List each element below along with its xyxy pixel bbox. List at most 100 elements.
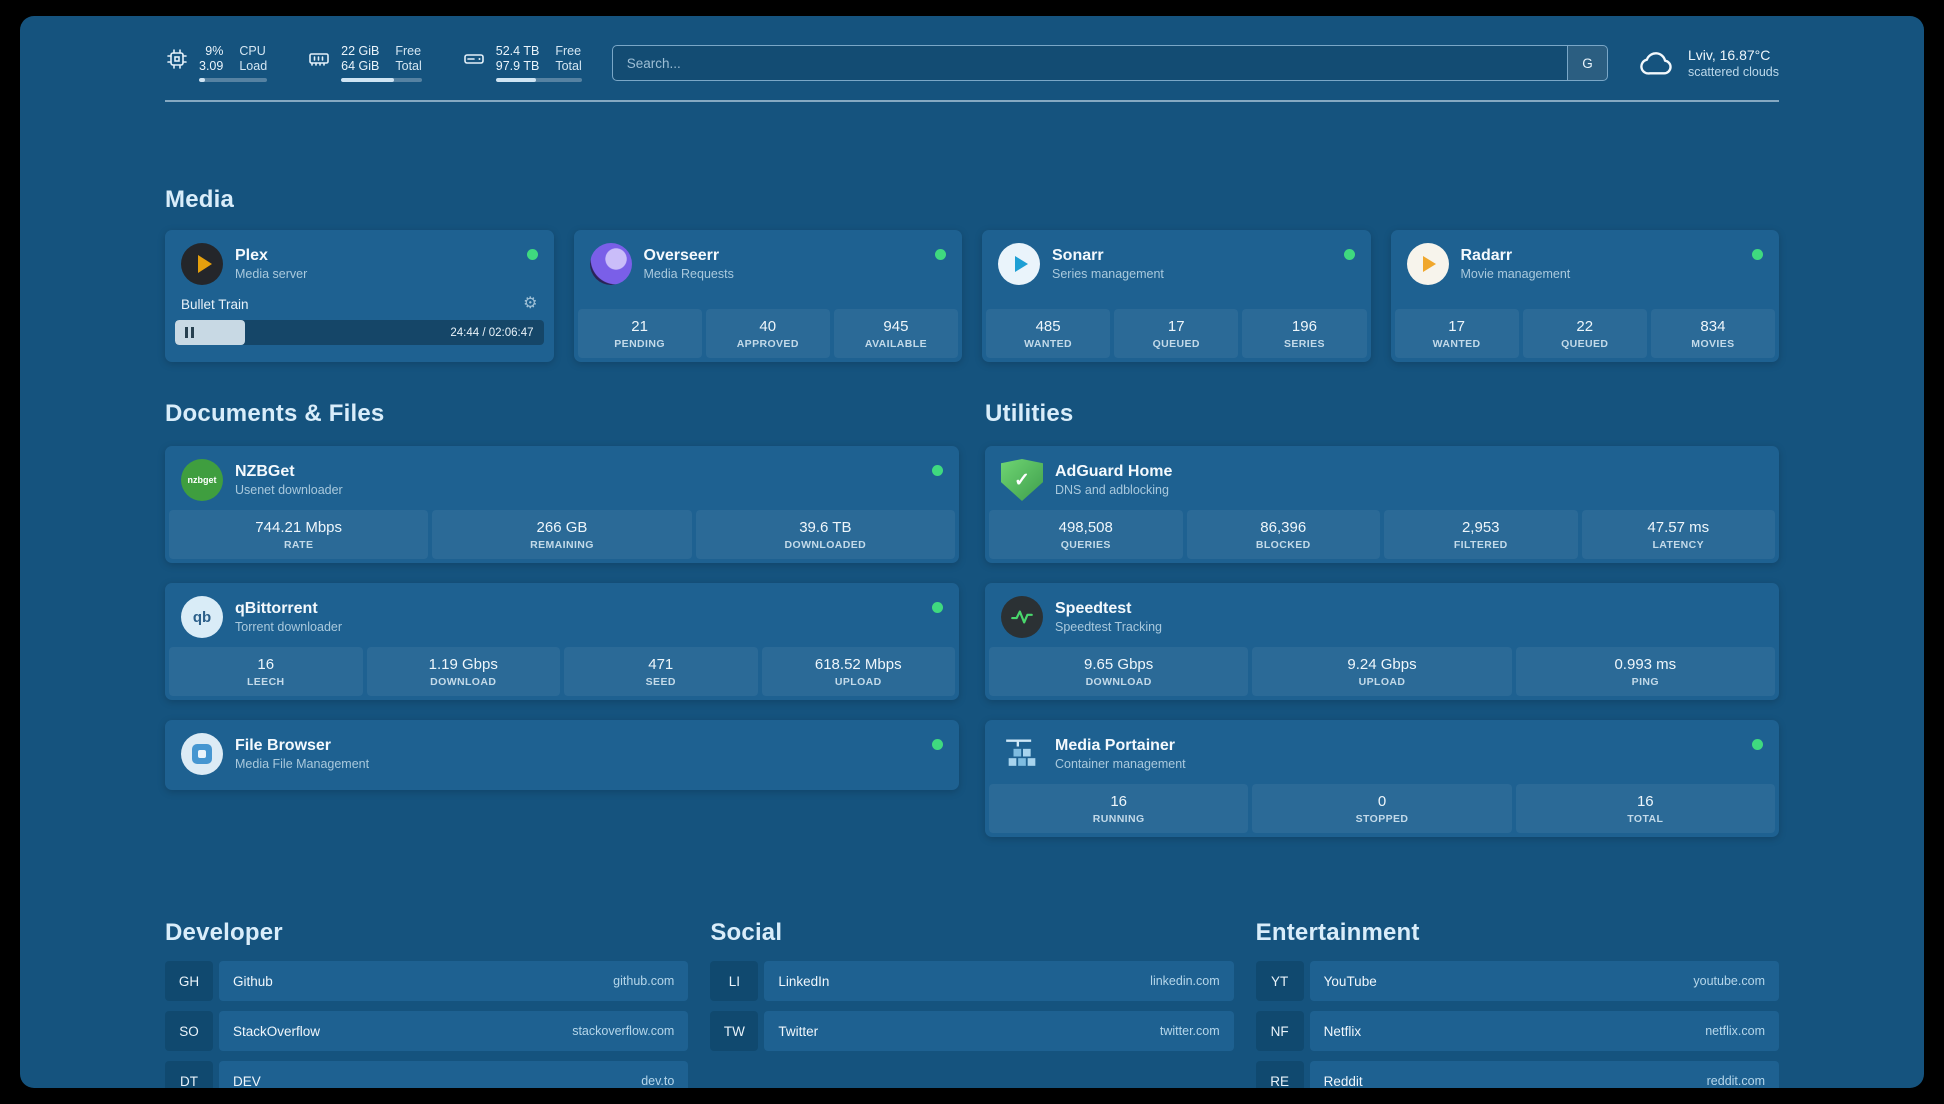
weather-location: Lviv, 16.87°C — [1687, 47, 1771, 63]
nzbget-name[interactable]: NZBGet — [235, 463, 295, 480]
filebrowser-subtitle: Media File Management — [235, 757, 370, 771]
sonarr-subtitle: Series management — [1052, 267, 1164, 281]
radarr-stat-queued: 22 QUEUED — [1522, 309, 1647, 358]
speedtest-stat-ping: 0.993 ms PING — [1515, 647, 1775, 696]
sonarr-stat-queued: 17 QUEUED — [1114, 309, 1239, 358]
adguard-card: ✓ AdGuard Home DNS and adblocking 498,50… — [985, 446, 1779, 563]
bookmarks-entertainment: Entertainment YT YouTube youtube.com NF … — [1255, 919, 1779, 1089]
bookmark-stackoverflow[interactable]: SO StackOverflow stackoverflow.com — [165, 1011, 689, 1051]
sonarr-icon — [998, 243, 1040, 285]
memory-total-value: 64 GiB — [341, 59, 380, 73]
plex-icon — [181, 243, 223, 285]
dev-abbr: DT — [165, 1061, 213, 1088]
speedtest-name[interactable]: Speedtest — [1055, 600, 1132, 617]
adguard-stat-latency: 47.57 ms LATENCY — [1581, 510, 1775, 559]
disk-total-label: Total — [555, 59, 582, 73]
overseerr-stat-approved: 40 APPROVED — [705, 309, 830, 358]
nzbget-icon: nzbget — [181, 459, 223, 501]
twitter-name: Twitter — [778, 1023, 819, 1039]
bookmarks-social: Social LI LinkedIn linkedin.com TW Twitt… — [710, 919, 1234, 1088]
memory-free-label: Free — [395, 44, 422, 58]
qbittorrent-name[interactable]: qBittorrent — [235, 600, 318, 617]
radarr-stat-wanted: 17 WANTED — [1394, 309, 1519, 358]
linkedin-url: linkedin.com — [1150, 974, 1220, 988]
sonarr-name[interactable]: Sonarr — [1052, 247, 1104, 264]
speedtest-stat-download: 9.65 Gbps DOWNLOAD — [989, 647, 1249, 696]
media-section-title: Media — [165, 186, 235, 213]
overseerr-stat-available: 945 AVAILABLE — [833, 309, 959, 358]
qbittorrent-card: qb qBittorrent Torrent downloader 16 LEE… — [165, 583, 959, 700]
qbittorrent-stat-seed: 471 SEED — [564, 647, 758, 696]
github-url: github.com — [613, 974, 675, 988]
bookmark-linkedin[interactable]: LI LinkedIn linkedin.com — [710, 961, 1234, 1001]
filebrowser-name[interactable]: File Browser — [235, 737, 332, 754]
portainer-stat-total: 16 TOTAL — [1515, 784, 1775, 833]
bookmarks-developer: Developer GH Github github.com SO StackO… — [165, 919, 689, 1088]
utilities-column: Utilities ✓ AdGuard Home DNS and adblock… — [985, 400, 1779, 837]
memory-free-value: 22 GiB — [341, 44, 380, 58]
plex-card: Plex Media server Bullet Train ⚙ 24:44 /… — [165, 230, 554, 362]
media-section: Media Plex Media server Bullet Train ⚙ — [165, 186, 1779, 362]
filebrowser-status-dot — [932, 739, 943, 750]
adguard-subtitle: DNS and adblocking — [1055, 483, 1169, 497]
search-input[interactable] — [612, 46, 1567, 80]
bookmark-reddit[interactable]: RE Reddit reddit.com — [1255, 1061, 1779, 1089]
overseerr-status-dot — [935, 249, 946, 260]
plex-name[interactable]: Plex — [235, 247, 268, 264]
linkedin-name: LinkedIn — [778, 973, 830, 989]
documents-column: Documents & Files nzbget NZBGet Usenet d… — [165, 400, 959, 837]
entertainment-section-title: Entertainment — [1255, 919, 1420, 946]
bookmark-youtube[interactable]: YT YouTube youtube.com — [1255, 961, 1779, 1001]
cpu-progress-bar — [199, 78, 268, 82]
bookmark-dev[interactable]: DT DEV dev.to — [165, 1061, 689, 1088]
disk-free-value: 52.4 TB — [495, 44, 540, 58]
plex-player-bar[interactable]: 24:44 / 02:06:47 — [175, 320, 544, 345]
speedtest-icon — [1001, 596, 1043, 638]
overseerr-icon — [589, 243, 632, 285]
disk-widget: 52.4 TB Free 97.9 TB Total — [462, 44, 582, 82]
bookmark-twitter[interactable]: TW Twitter twitter.com — [710, 1011, 1234, 1051]
speedtest-stat-upload: 9.24 Gbps UPLOAD — [1252, 647, 1512, 696]
twitter-abbr: TW — [710, 1011, 759, 1051]
social-section-title: Social — [710, 919, 783, 946]
search-engine-button[interactable]: G — [1566, 46, 1607, 80]
plex-settings-gear-icon[interactable]: ⚙ — [523, 295, 538, 312]
documents-section-title: Documents & Files — [165, 400, 385, 427]
github-name: Github — [233, 973, 273, 989]
portainer-name[interactable]: Media Portainer — [1055, 737, 1176, 754]
cloud-icon — [1640, 52, 1672, 75]
nzbget-stat-downloaded: 39.6 TB DOWNLOADED — [695, 510, 955, 559]
memory-progress-bar — [341, 78, 422, 82]
bookmark-netflix[interactable]: NF Netflix netflix.com — [1255, 1011, 1779, 1051]
overseerr-name[interactable]: Overseerr — [643, 247, 720, 264]
overseerr-card: Overseerr Media Requests 21 PENDING 40 A… — [573, 230, 962, 362]
sonarr-status-dot — [1343, 249, 1355, 260]
dev-url: dev.to — [641, 1074, 675, 1088]
topbar-divider — [165, 100, 1779, 102]
cpu-icon — [167, 49, 187, 69]
overseerr-stat-pending: 21 PENDING — [577, 309, 702, 358]
adguard-name[interactable]: AdGuard Home — [1055, 463, 1173, 480]
qbittorrent-stat-leech: 16 LEECH — [169, 647, 363, 696]
stackoverflow-name: StackOverflow — [233, 1023, 321, 1039]
filebrowser-card: File Browser Media File Management — [165, 720, 959, 790]
bookmarks-area: Developer GH Github github.com SO StackO… — [165, 919, 1779, 1088]
portainer-status-dot — [1752, 739, 1763, 750]
filebrowser-icon — [181, 733, 223, 775]
radarr-name[interactable]: Radarr — [1460, 247, 1513, 264]
netflix-abbr: NF — [1255, 1011, 1304, 1051]
cpu-label: CPU — [239, 44, 266, 58]
disk-progress-bar — [495, 78, 582, 82]
youtube-abbr: YT — [1255, 961, 1304, 1001]
overseerr-subtitle: Media Requests — [643, 267, 734, 281]
reddit-name: Reddit — [1323, 1073, 1363, 1089]
bookmark-github[interactable]: GH Github github.com — [165, 961, 689, 1001]
cpu-percent: 9% — [205, 44, 224, 58]
pause-button-icon[interactable] — [185, 327, 194, 338]
weather-condition: scattered clouds — [1687, 65, 1779, 79]
qbittorrent-icon: qb — [181, 596, 223, 638]
sonarr-stat-wanted: 485 WANTED — [986, 309, 1111, 358]
nzbget-subtitle: Usenet downloader — [235, 483, 343, 497]
netflix-name: Netflix — [1323, 1023, 1362, 1039]
